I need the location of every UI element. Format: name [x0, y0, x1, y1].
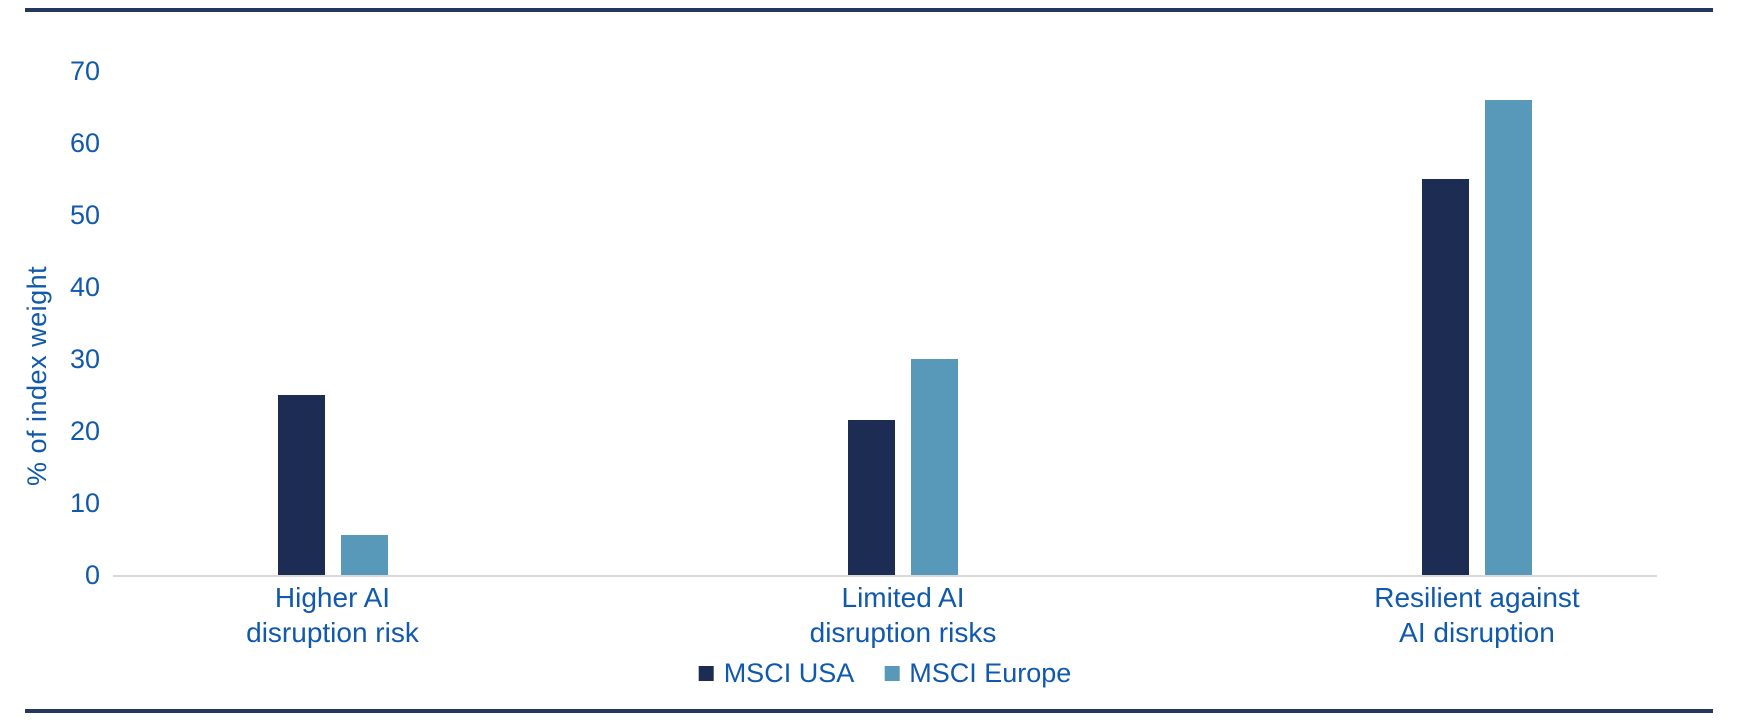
bar-msci-europe — [911, 359, 958, 575]
legend-swatch-icon — [698, 666, 714, 681]
bar-msci-usa — [277, 395, 325, 575]
bar-msci-europe — [340, 535, 388, 575]
category-label: Resilient against AI disruption — [1227, 580, 1727, 650]
bar-msci-usa — [848, 420, 895, 575]
legend-label: MSCI Europe — [909, 658, 1072, 688]
top-divider-rule — [25, 8, 1713, 12]
category-label-line: disruption risk — [246, 617, 419, 648]
category-label-line: disruption risks — [809, 617, 997, 648]
y-tick-label: 70 — [69, 56, 100, 86]
legend-item: MSCI Europe — [884, 658, 1071, 689]
legend-item: MSCI USA — [698, 658, 855, 689]
category-label-line: Resilient against — [1374, 582, 1580, 613]
y-tick-label: 40 — [69, 272, 100, 302]
y-tick-label: 60 — [69, 128, 100, 158]
y-tick-label: 0 — [84, 560, 100, 590]
category-label: Limited AI disruption risks — [653, 580, 1153, 650]
legend: MSCI USA MSCI Europe — [698, 658, 1071, 689]
category-label-line: AI disruption — [1399, 617, 1555, 648]
bottom-divider-rule — [25, 709, 1713, 713]
legend-label: MSCI USA — [723, 658, 855, 688]
category-label-line: Higher AI — [274, 582, 391, 613]
x-axis-line — [113, 575, 1657, 577]
category-label-line: Limited AI — [841, 582, 965, 613]
bar-msci-usa — [1422, 179, 1469, 575]
y-tick-label: 50 — [69, 200, 100, 230]
y-tick-label: 30 — [69, 344, 100, 374]
category-label: Higher AI disruption risk — [83, 580, 583, 650]
y-tick-label: 10 — [69, 488, 100, 518]
bar-msci-europe — [1485, 99, 1532, 575]
plot-area — [113, 71, 1657, 577]
legend-swatch-icon — [884, 666, 900, 681]
y-tick-label: 20 — [69, 416, 100, 446]
